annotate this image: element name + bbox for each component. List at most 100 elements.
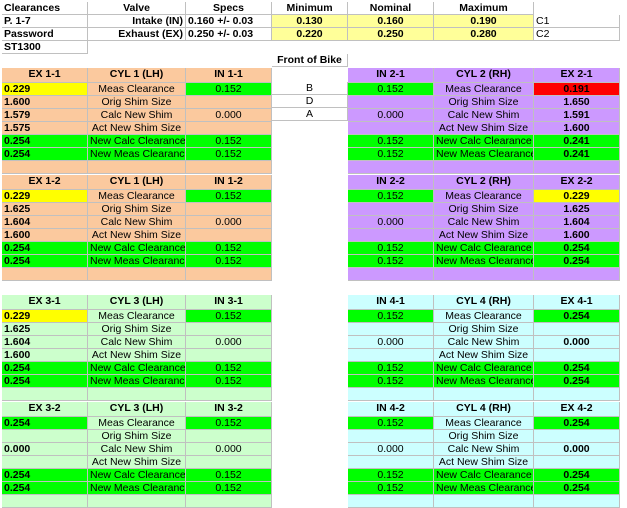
row-label[interactable]: Act New Shim Size <box>434 122 534 135</box>
in-value-cell[interactable]: 0.152 <box>186 375 272 388</box>
row-label[interactable]: Act New Shim Size <box>434 229 534 242</box>
in-header[interactable]: IN 2-1 <box>348 68 434 83</box>
row-label[interactable]: New Meas Clearance <box>434 482 534 495</box>
row-label[interactable]: New Meas Clearance <box>88 255 186 268</box>
in-value-cell[interactable]: 0.000 <box>348 336 434 349</box>
row-label[interactable]: New Meas Clearance <box>434 375 534 388</box>
in-value-cell[interactable]: 0.152 <box>348 148 434 161</box>
col-header-specs[interactable]: Specs <box>186 2 272 15</box>
row-label[interactable]: Orig Shim Size <box>434 430 534 443</box>
ex-value-cell[interactable]: 1.604 <box>534 216 620 229</box>
spacer-cell[interactable] <box>2 388 88 401</box>
spacer-cell[interactable] <box>534 268 620 281</box>
col-header-valve[interactable]: Valve <box>88 2 186 15</box>
ex-value-cell[interactable]: 0.254 <box>534 255 620 268</box>
row-label[interactable]: New Meas Clearance <box>434 148 534 161</box>
in-value-cell[interactable]: 0.152 <box>186 242 272 255</box>
in-header[interactable]: IN 4-1 <box>348 295 434 310</box>
row-label[interactable]: New Calc Clearance <box>88 362 186 375</box>
in-value-cell[interactable] <box>186 229 272 242</box>
in-value-cell[interactable]: 0.152 <box>186 83 272 96</box>
exhaust-max[interactable]: 0.280 <box>434 28 534 41</box>
in-value-cell[interactable]: 0.152 <box>348 482 434 495</box>
row-label[interactable]: New Calc Clearance <box>88 242 186 255</box>
in-value-cell[interactable] <box>186 456 272 469</box>
ex-value-cell[interactable]: 0.254 <box>2 242 88 255</box>
ex-header[interactable]: EX 1-2 <box>2 175 88 190</box>
intake-max[interactable]: 0.190 <box>434 15 534 28</box>
ex-value-cell[interactable]: 0.254 <box>2 148 88 161</box>
in-value-cell[interactable] <box>348 96 434 109</box>
row-label[interactable]: Orig Shim Size <box>88 430 186 443</box>
ex-value-cell[interactable]: 0.191 <box>534 83 620 96</box>
in-value-cell[interactable] <box>186 122 272 135</box>
row-label[interactable]: Meas Clearance <box>434 310 534 323</box>
in-value-cell[interactable] <box>186 203 272 216</box>
in-value-cell[interactable]: 0.152 <box>348 135 434 148</box>
row-label[interactable]: New Calc Clearance <box>88 135 186 148</box>
in-value-cell[interactable] <box>348 456 434 469</box>
ex-value-cell[interactable]: 1.600 <box>2 229 88 242</box>
in-header[interactable]: IN 3-2 <box>186 402 272 417</box>
col-header-nominal[interactable]: Nominal <box>348 2 434 15</box>
in-value-cell[interactable]: 0.000 <box>186 216 272 229</box>
exhaust-ref[interactable]: C2 <box>534 28 620 41</box>
row-label[interactable]: Orig Shim Size <box>88 96 186 109</box>
in-value-cell[interactable]: 0.152 <box>348 310 434 323</box>
row-label[interactable]: Act New Shim Size <box>88 122 186 135</box>
row-label[interactable]: Act New Shim Size <box>434 456 534 469</box>
spacer-cell[interactable] <box>434 161 534 174</box>
ex-value-cell[interactable] <box>534 323 620 336</box>
row-label[interactable]: Calc New Shim <box>88 216 186 229</box>
ex-header[interactable]: EX 3-1 <box>2 295 88 310</box>
ex-value-cell[interactable]: 0.254 <box>534 375 620 388</box>
in-value-cell[interactable]: 0.152 <box>348 190 434 203</box>
cylinder-header[interactable]: CYL 2 (RH) <box>434 68 534 83</box>
in-value-cell[interactable]: 0.000 <box>348 443 434 456</box>
ex-value-cell[interactable]: 1.650 <box>534 96 620 109</box>
ex-value-cell[interactable]: 0.254 <box>534 417 620 430</box>
intake-min[interactable]: 0.130 <box>272 15 348 28</box>
ex-header[interactable]: EX 1-1 <box>2 68 88 83</box>
ex-value-cell[interactable]: 0.229 <box>2 310 88 323</box>
in-value-cell[interactable]: 0.152 <box>348 83 434 96</box>
in-value-cell[interactable] <box>186 323 272 336</box>
in-value-cell[interactable]: 0.152 <box>186 417 272 430</box>
row-label[interactable]: Orig Shim Size <box>434 323 534 336</box>
in-value-cell[interactable] <box>186 430 272 443</box>
pages-label[interactable]: P. 1-7 <box>2 15 88 28</box>
cylinder-header[interactable]: CYL 3 (LH) <box>88 295 186 310</box>
ex-value-cell[interactable]: 0.000 <box>2 443 88 456</box>
in-value-cell[interactable]: 0.152 <box>186 255 272 268</box>
in-header[interactable]: IN 1-2 <box>186 175 272 190</box>
sheet-title[interactable]: Clearances <box>2 2 88 15</box>
ex-value-cell[interactable]: 0.254 <box>2 482 88 495</box>
front-of-bike-label[interactable]: Front of Bike <box>272 54 348 67</box>
mid-letter[interactable]: A <box>272 108 348 121</box>
ex-value-cell[interactable]: 0.241 <box>534 135 620 148</box>
in-value-cell[interactable]: 0.152 <box>348 242 434 255</box>
spacer-cell[interactable] <box>186 161 272 174</box>
row-label[interactable]: Meas Clearance <box>434 417 534 430</box>
in-value-cell[interactable] <box>186 349 272 362</box>
cylinder-header[interactable]: CYL 3 (LH) <box>88 402 186 417</box>
ex-value-cell[interactable]: 0.254 <box>2 375 88 388</box>
row-label[interactable]: Meas Clearance <box>88 310 186 323</box>
ex-value-cell[interactable] <box>2 430 88 443</box>
row-label[interactable]: Calc New Shim <box>88 336 186 349</box>
in-value-cell[interactable] <box>348 323 434 336</box>
ex-value-cell[interactable]: 0.254 <box>2 469 88 482</box>
in-value-cell[interactable] <box>348 122 434 135</box>
in-header[interactable]: IN 2-2 <box>348 175 434 190</box>
cylinder-header[interactable]: CYL 1 (LH) <box>88 68 186 83</box>
row-label[interactable]: New Calc Clearance <box>434 469 534 482</box>
row-label[interactable]: Meas Clearance <box>88 83 186 96</box>
spacer-cell[interactable] <box>348 161 434 174</box>
ex-header[interactable]: EX 4-1 <box>534 295 620 310</box>
in-value-cell[interactable]: 0.000 <box>186 109 272 122</box>
row-label[interactable]: Meas Clearance <box>88 417 186 430</box>
spacer-cell[interactable] <box>88 388 186 401</box>
exhaust-min[interactable]: 0.220 <box>272 28 348 41</box>
in-value-cell[interactable]: 0.152 <box>186 190 272 203</box>
ex-value-cell[interactable] <box>534 456 620 469</box>
